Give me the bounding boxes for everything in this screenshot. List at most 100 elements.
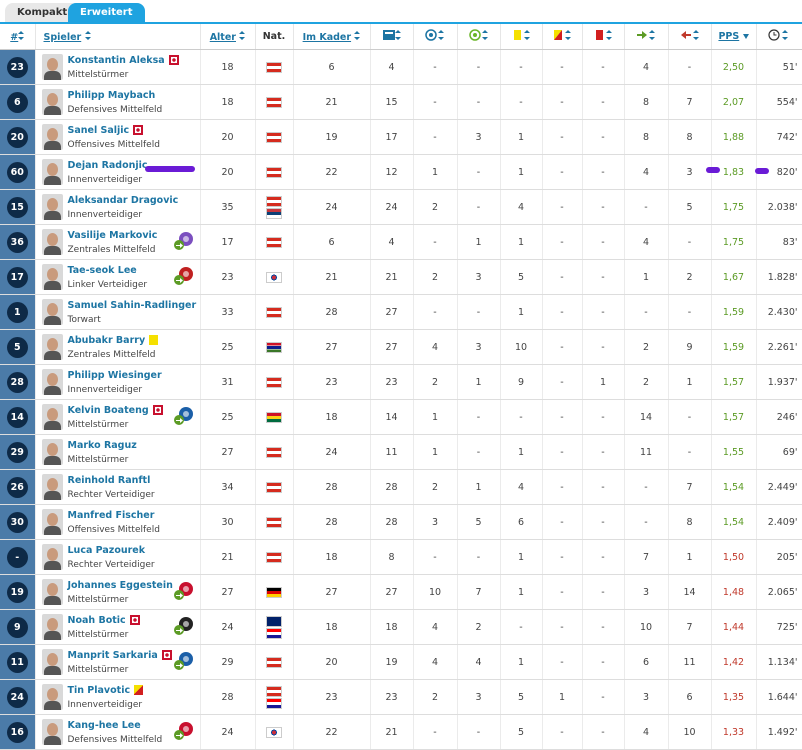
- sub-in-cell: 6: [624, 644, 669, 680]
- pps: 1,50: [722, 551, 745, 563]
- header-number[interactable]: #: [0, 24, 36, 50]
- age: 25: [221, 341, 234, 353]
- player-name[interactable]: Reinhold Ranftl: [68, 475, 151, 486]
- red: -: [601, 166, 605, 178]
- player-name-text[interactable]: Luca Pazourek: [67, 545, 146, 556]
- sub-in: 4: [642, 61, 650, 73]
- squad-cell: 27: [293, 329, 371, 365]
- sub-out: 7: [686, 621, 693, 633]
- player-name[interactable]: Aleksandar Dragovic: [68, 195, 179, 206]
- player-name-text[interactable]: Noah Botic: [67, 615, 126, 626]
- player-name-text[interactable]: Manfred Fischer: [67, 510, 155, 521]
- player-name[interactable]: Philipp Wiesinger: [68, 370, 162, 381]
- player-name[interactable]: Kang-hee Lee: [68, 720, 141, 731]
- minutes-cell: 51': [756, 49, 802, 85]
- minutes-cell: 1.134': [756, 644, 802, 680]
- sub-in: 10: [639, 621, 653, 633]
- header-starts[interactable]: [370, 24, 414, 50]
- flag: [266, 376, 282, 388]
- sub-in: 7: [642, 551, 650, 563]
- player-name[interactable]: Samuel Sahin-Radlinger: [68, 300, 197, 311]
- starts-cell: 18: [370, 609, 414, 645]
- player-name[interactable]: Abubakr Barry: [68, 335, 159, 346]
- player-name[interactable]: Tin Plavotic: [68, 685, 144, 696]
- tab-active[interactable]: Erweitert: [68, 3, 145, 22]
- squad-cell: 24: [293, 189, 371, 225]
- number-cell: 5: [0, 329, 36, 365]
- player-name-text[interactable]: Tae-seok Lee: [67, 265, 137, 276]
- header-pps[interactable]: PPS: [711, 24, 757, 50]
- player-name-text[interactable]: Vasilije Markovic: [67, 230, 158, 241]
- header-sub-in[interactable]: [624, 24, 669, 50]
- header-yellow[interactable]: [500, 24, 543, 50]
- sub-out: 11: [683, 656, 696, 668]
- starts-cell: 23: [370, 679, 414, 715]
- yellow: -: [519, 96, 523, 108]
- yellow-red-cell: -: [542, 609, 583, 645]
- flag: [266, 61, 282, 73]
- player-name[interactable]: Vasilije Markovic: [68, 230, 158, 241]
- status-icon: [161, 650, 172, 660]
- squad: 24: [325, 201, 338, 213]
- header-minutes[interactable]: [756, 24, 802, 50]
- player-name[interactable]: Philipp Maybach: [68, 90, 156, 101]
- player-name-text[interactable]: Manprit Sarkaria: [67, 650, 158, 661]
- goals: 1: [431, 411, 439, 423]
- yellow-red-cell: -: [542, 434, 583, 470]
- age-cell: 24: [200, 714, 256, 750]
- player-name-text[interactable]: Philipp Wiesinger: [67, 370, 162, 381]
- player-name-text[interactable]: Kang-hee Lee: [67, 720, 141, 731]
- assists-cell: 4: [457, 644, 501, 680]
- player-name-text[interactable]: Konstantin Aleksa: [67, 55, 165, 66]
- player-name[interactable]: Luca Pazourek: [68, 545, 146, 556]
- header-player[interactable]: Spieler: [35, 24, 201, 50]
- player-name[interactable]: Kelvin Boateng: [68, 405, 163, 416]
- goals-cell: -: [413, 539, 458, 575]
- starts-cell: 17: [370, 119, 414, 155]
- player-cell: Marko Raguz Mittelstürmer: [35, 434, 201, 470]
- sub-out: 7: [686, 96, 693, 108]
- tab[interactable]: Kompakt: [5, 3, 80, 22]
- player-name[interactable]: Dejan Radonjic: [68, 160, 148, 171]
- header-goals[interactable]: [413, 24, 458, 50]
- sub-out-cell: 11: [668, 644, 712, 680]
- header-sub-out[interactable]: [668, 24, 712, 50]
- player-name-text[interactable]: Marko Raguz: [67, 440, 137, 451]
- age-cell: 24: [200, 609, 256, 645]
- player-name[interactable]: Sanel Saljic: [68, 125, 144, 136]
- sub-out-cell: 5: [668, 189, 712, 225]
- header-red[interactable]: [582, 24, 625, 50]
- player-name-text[interactable]: Johannes Eggestein: [67, 580, 173, 591]
- player-name-text[interactable]: Dejan Radonjic: [67, 160, 148, 171]
- club-logo: [173, 721, 194, 741]
- player-name[interactable]: Noah Botic: [68, 615, 140, 626]
- player-name[interactable]: Marko Raguz: [68, 440, 137, 451]
- pps: 1,44: [722, 621, 745, 633]
- player-name[interactable]: Manprit Sarkaria: [68, 650, 172, 661]
- player-name-text[interactable]: Sanel Saljic: [67, 125, 130, 136]
- header-squad[interactable]: Im Kader: [293, 24, 371, 50]
- header-age[interactable]: Alter: [200, 24, 256, 50]
- player-name-text[interactable]: Samuel Sahin-Radlinger: [67, 300, 197, 311]
- player-position: Linker Verteidiger: [67, 280, 148, 290]
- player-name-text[interactable]: Aleksandar Dragovic: [67, 195, 179, 206]
- sub-out-cell: 14: [668, 574, 712, 610]
- player-name[interactable]: Konstantin Aleksa: [68, 55, 179, 66]
- yellow-red: -: [560, 586, 564, 598]
- player-name[interactable]: Tae-seok Lee: [68, 265, 137, 276]
- player-name-text[interactable]: Tin Plavotic: [67, 685, 131, 696]
- player-name[interactable]: Manfred Fischer: [68, 510, 155, 521]
- pps-cell: 1,75: [711, 224, 757, 260]
- player-name-text[interactable]: Abubakr Barry: [67, 335, 146, 346]
- flag: [266, 656, 282, 668]
- number-cell: 23: [0, 49, 36, 85]
- flag: [266, 551, 282, 563]
- header-yellow-red[interactable]: [542, 24, 583, 50]
- flag: [266, 236, 282, 248]
- player-name[interactable]: Johannes Eggestein: [68, 580, 173, 591]
- player-name-text[interactable]: Philipp Maybach: [67, 90, 156, 101]
- player-row: 60 Dejan Radonjic Innenverteidiger 20 22 12 1 -…: [0, 154, 802, 190]
- player-name-text[interactable]: Reinhold Ranftl: [67, 475, 151, 486]
- player-name-text[interactable]: Kelvin Boateng: [67, 405, 149, 416]
- header-assists[interactable]: [457, 24, 501, 50]
